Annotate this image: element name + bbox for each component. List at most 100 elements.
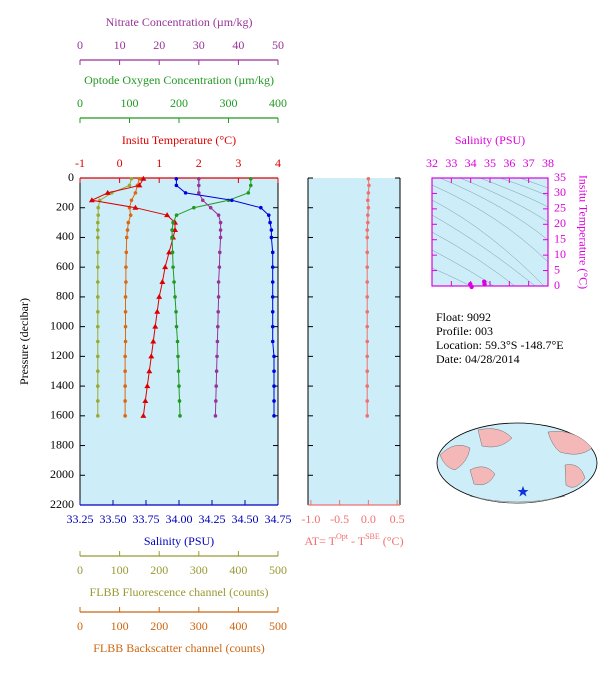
point <box>183 191 188 195</box>
point <box>96 339 100 344</box>
point <box>482 281 487 287</box>
point <box>216 324 220 329</box>
point <box>177 399 182 403</box>
x-tick-label: 38 <box>542 156 554 170</box>
point <box>270 324 275 329</box>
point <box>159 279 166 285</box>
label-part: - T <box>348 534 366 548</box>
point <box>366 213 370 217</box>
point <box>365 324 370 329</box>
point <box>177 384 181 388</box>
x-tick-label: 30 <box>193 38 205 52</box>
x-tick-label: 300 <box>220 96 238 110</box>
point <box>217 265 222 269</box>
point <box>133 191 138 195</box>
point <box>270 309 275 314</box>
x-tick-label: 200 <box>150 563 168 577</box>
point <box>365 295 370 299</box>
point <box>88 197 95 203</box>
point <box>218 235 223 240</box>
x-tick-label: 0 <box>77 38 83 52</box>
point <box>365 250 370 255</box>
point <box>174 213 179 217</box>
point <box>246 191 251 195</box>
point <box>192 205 196 210</box>
point <box>137 176 142 181</box>
point <box>272 399 276 403</box>
point <box>128 213 133 217</box>
point <box>268 220 272 225</box>
point <box>129 198 134 203</box>
x-axis-label: Optode Oxygen Concentration (µm/kg) <box>84 73 274 87</box>
x-tick-label: 0.0 <box>361 512 376 526</box>
point <box>216 280 221 284</box>
x-tick-label: 50 <box>272 38 284 52</box>
point <box>216 309 221 314</box>
point <box>96 220 100 225</box>
point <box>218 228 223 232</box>
point <box>469 284 474 290</box>
point <box>123 309 128 314</box>
point <box>269 235 274 240</box>
x-tick-label: 32 <box>426 156 438 170</box>
point <box>174 176 179 181</box>
point <box>96 369 100 374</box>
point <box>150 338 157 344</box>
x-tick-label: 1 <box>156 156 162 170</box>
x-tick-label: 34.00 <box>166 512 193 526</box>
point <box>214 384 219 388</box>
x-tick-label: 33.50 <box>100 512 127 526</box>
y-tick-label: 10 <box>554 247 566 261</box>
point <box>96 324 100 329</box>
point <box>365 309 370 314</box>
point <box>124 250 129 255</box>
point <box>176 354 180 359</box>
point <box>174 324 179 329</box>
point <box>96 235 100 240</box>
point <box>164 212 171 218</box>
y-tick-label: 600 <box>56 259 74 273</box>
x-tick-label: 3 <box>235 156 241 170</box>
point <box>365 339 370 344</box>
point <box>123 339 128 344</box>
info-line: Location: 59.3°S -148.7°E <box>436 338 564 352</box>
x-tick-label: 100 <box>111 619 129 633</box>
point <box>132 204 139 210</box>
y-tick-label: 5 <box>554 262 560 276</box>
y-tick-label: 2200 <box>50 497 74 511</box>
x-tick-label: 300 <box>190 563 208 577</box>
point <box>123 354 127 359</box>
location-map <box>436 422 598 504</box>
point <box>96 295 100 299</box>
x-tick-label: 2 <box>196 156 202 170</box>
label-part: AT= T <box>304 534 336 548</box>
y-tick-label: 30 <box>554 185 566 199</box>
y-tick-label: 0 <box>554 278 560 292</box>
point <box>123 414 127 418</box>
x-tick-label: 200 <box>150 619 168 633</box>
point <box>197 191 201 195</box>
point <box>365 228 370 232</box>
point <box>170 250 175 255</box>
x-tick-label: 500 <box>269 563 287 577</box>
x-axis-label: Insitu Temperature (°C) <box>122 133 236 147</box>
y-tick-label: 1200 <box>50 348 74 362</box>
point <box>216 213 221 217</box>
x-tick-label: 37 <box>523 156 535 170</box>
point <box>146 368 153 374</box>
point <box>162 264 169 270</box>
point <box>140 175 147 181</box>
point <box>152 323 159 329</box>
point <box>124 265 128 269</box>
point <box>170 235 174 240</box>
point <box>96 399 100 403</box>
y-tick-label: 0 <box>68 170 74 184</box>
point <box>123 384 127 388</box>
x-axis-label: AT= TOpt - TSBE (°C) <box>304 532 403 547</box>
x-tick-label: 500 <box>269 619 287 633</box>
y-tick-label: 15 <box>554 231 566 245</box>
point <box>366 191 371 195</box>
point <box>127 183 132 188</box>
x-tick-label: 0 <box>77 619 83 633</box>
